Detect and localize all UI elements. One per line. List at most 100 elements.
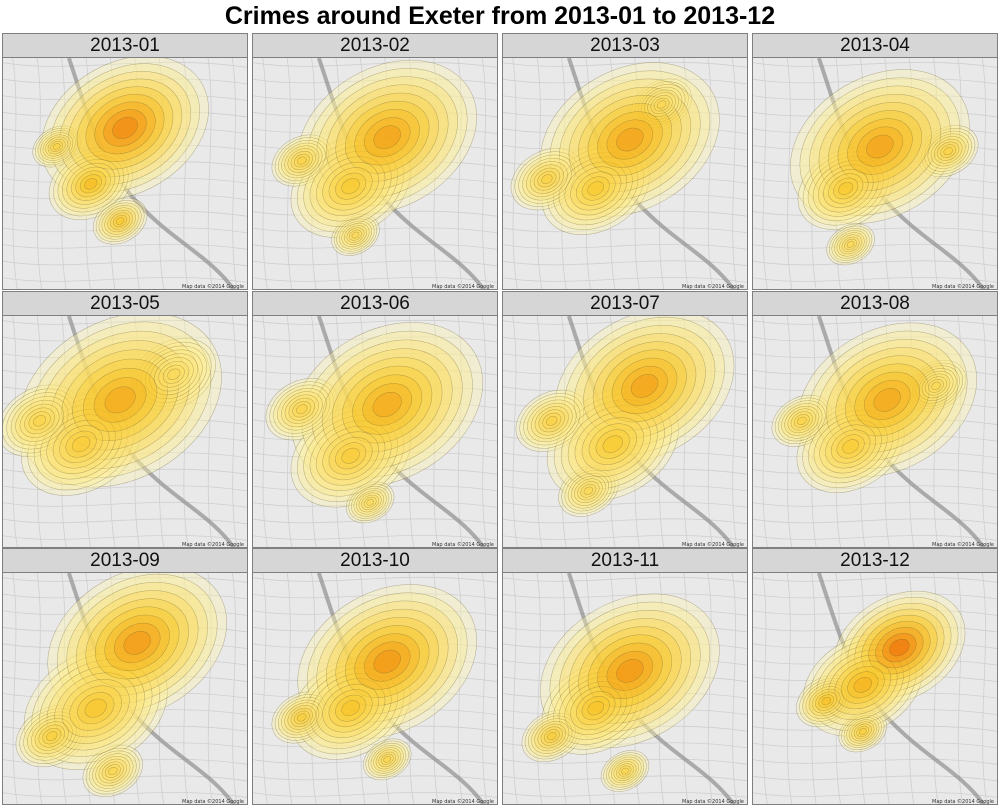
density-contour [924, 376, 948, 396]
density-contour [322, 683, 379, 733]
density-contour [110, 212, 131, 230]
density-contour [930, 136, 966, 167]
density-contour [281, 142, 323, 179]
street-network [3, 573, 247, 804]
density-contour [564, 470, 613, 512]
density-contour [325, 84, 449, 190]
density-contour [101, 761, 124, 781]
density-contour [844, 363, 930, 437]
density-contour [104, 386, 136, 414]
map-area: Map data ©2014 Google [3, 573, 247, 804]
map-area: Map data ©2014 Google [253, 316, 497, 547]
density-contour [107, 210, 133, 233]
density-contour [819, 419, 882, 474]
density-contour [278, 140, 326, 181]
density-contour [523, 396, 581, 446]
density-contour [541, 142, 650, 235]
density-contour [613, 761, 637, 781]
density-contour [316, 600, 458, 723]
density-contour [273, 384, 331, 434]
density-contour [98, 758, 128, 784]
street-network [753, 316, 997, 547]
density-contour [93, 197, 148, 245]
density-contour [564, 161, 627, 216]
density-contour [40, 408, 122, 480]
density-contour [842, 439, 859, 454]
river-exe [816, 573, 986, 804]
density-contour [21, 392, 142, 496]
density-contour [375, 749, 399, 770]
density-contour [41, 58, 209, 201]
density-contour [290, 150, 313, 171]
density-contour [833, 177, 859, 200]
density-contour [793, 414, 810, 428]
density-contour [149, 353, 199, 396]
density-contour [333, 216, 378, 254]
density-contour [71, 436, 91, 453]
density-contour [510, 148, 583, 211]
density-contour [3, 384, 82, 458]
density-contour [351, 485, 390, 519]
density-contour [284, 702, 320, 733]
density-contour [76, 86, 174, 170]
density-contour [541, 174, 553, 185]
density-contour [57, 155, 124, 213]
density-contour [303, 667, 398, 749]
density-contour [583, 333, 706, 439]
density-map-svg [3, 573, 247, 804]
density-contour [528, 715, 576, 757]
map-area: Map data ©2014 Google [3, 58, 247, 289]
map-credit: Map data ©2014 Google [682, 542, 744, 548]
density-contour [576, 171, 616, 206]
street-network [753, 573, 997, 804]
density-contour [875, 626, 924, 669]
river-exe [66, 573, 236, 804]
river-exe [816, 58, 986, 289]
density-contour [637, 84, 686, 126]
density-contour [115, 217, 125, 225]
street-network [503, 573, 747, 804]
facet-panel: 2013-04 Map data ©2014 Google [752, 33, 998, 290]
density-contour [561, 467, 616, 514]
density-contour [69, 685, 122, 731]
density-contour [828, 655, 898, 715]
density-contour [933, 138, 963, 164]
density-contour [293, 153, 310, 168]
density-contour [303, 145, 398, 227]
density-contour [806, 330, 968, 469]
density-contour [296, 404, 308, 415]
density-contour [341, 178, 360, 195]
density-contour [564, 316, 725, 455]
street-network [253, 316, 497, 547]
density-contour [95, 200, 145, 242]
density-contour [861, 614, 938, 681]
density-map-svg [753, 573, 997, 804]
density-map-svg [753, 316, 997, 547]
facet-panel: 2013-08 Map data ©2014 Google [752, 291, 998, 548]
density-contour [383, 756, 392, 763]
density-contour [570, 475, 606, 506]
density-contour [567, 473, 609, 509]
density-contour [567, 405, 658, 483]
density-contour [943, 147, 953, 156]
street-network [3, 316, 247, 547]
density-contour [921, 373, 951, 399]
density-contour [15, 399, 64, 442]
density-contour [368, 742, 407, 776]
density-contour [541, 661, 650, 755]
density-contour [348, 483, 392, 522]
density-contour [67, 78, 183, 178]
density-contour [826, 223, 875, 266]
facet-panel: 2013-10 Map data ©2014 Google [252, 548, 498, 805]
density-contour [811, 688, 841, 714]
density-contour [587, 103, 673, 176]
density-contour [66, 582, 208, 704]
density-contour [802, 404, 899, 489]
density-contour [27, 398, 135, 491]
density-contour [287, 705, 317, 730]
density-contour [123, 631, 151, 655]
density-contour [297, 59, 477, 215]
density-contour [361, 494, 380, 511]
density-contour [39, 330, 201, 469]
